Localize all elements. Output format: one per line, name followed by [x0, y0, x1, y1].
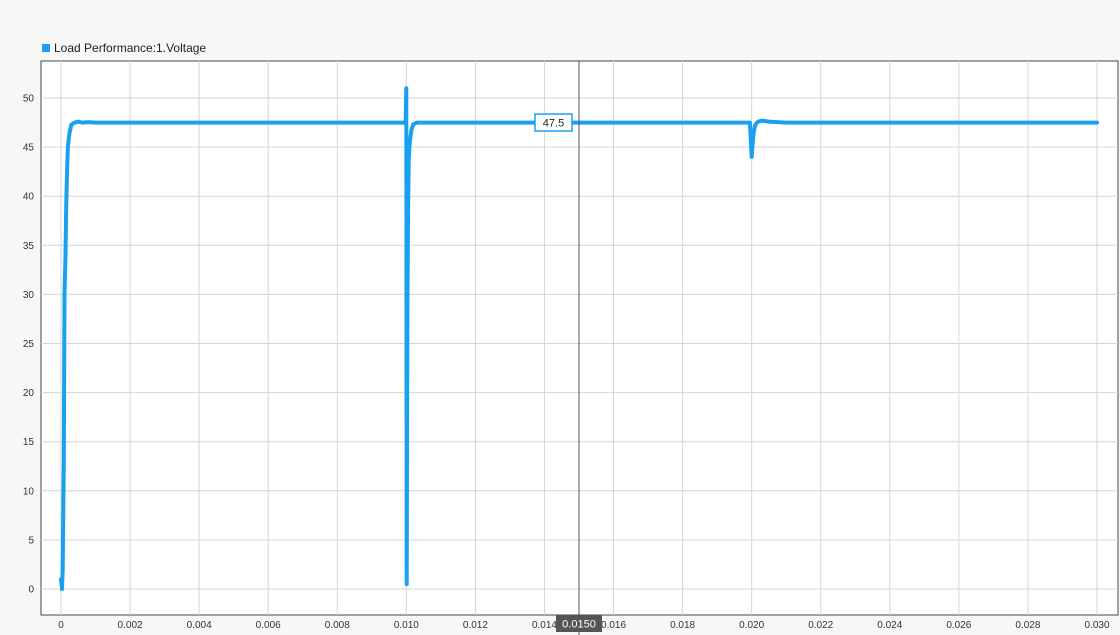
x-axis: 0 0.002 0.004 0.006 0.008 0.010 0.012 0.014 0.01…	[58, 620, 1110, 631]
y-axis: 0 5 10 15 20 25 30 35 40 45 50	[23, 94, 35, 596]
y-tick-label: 5	[28, 535, 34, 546]
y-tick-label: 15	[23, 437, 35, 448]
legend: Load Performance:1.Voltage	[42, 41, 206, 55]
cursor-value-label: 47.5	[543, 118, 564, 130]
x-tick-label: 0.016	[601, 620, 626, 631]
x-tick-label: 0	[58, 620, 64, 631]
x-tick-label: 0.010	[394, 620, 419, 631]
x-tick-label: 0.002	[118, 620, 143, 631]
x-tick-label: 0.014	[532, 620, 557, 631]
x-tick-label: 0.006	[256, 620, 281, 631]
x-tick-label: 0.012	[463, 620, 488, 631]
y-tick-label: 20	[23, 388, 35, 399]
cursor-x-label: 0.0150	[562, 619, 596, 631]
legend-label: Load Performance:1.Voltage	[54, 41, 207, 55]
x-tick-label: 0.022	[808, 620, 833, 631]
series-layer	[59, 86, 1099, 591]
x-tick-label: 0.008	[325, 620, 350, 631]
x-tick-label: 0.028	[1015, 620, 1040, 631]
cursor[interactable]: 0.0150 47.5	[534, 61, 602, 635]
series-line	[59, 86, 1099, 591]
y-tick-label: 40	[23, 192, 35, 203]
cursor-x-label-box	[556, 615, 602, 632]
y-tick-label: 25	[23, 339, 35, 350]
x-tick-label: 0.020	[739, 620, 764, 631]
x-tick-label: 0.024	[877, 620, 902, 631]
y-tick-label: 35	[23, 241, 35, 252]
x-tick-label: 0.018	[670, 620, 695, 631]
x-tick-label: 0.026	[946, 620, 971, 631]
x-tick-label: 0.030	[1084, 620, 1109, 631]
y-tick-label: 45	[23, 143, 35, 154]
y-tick-label: 30	[23, 290, 35, 301]
y-tick-label: 10	[23, 486, 35, 497]
y-tick-label: 0	[28, 585, 34, 596]
y-tick-label: 50	[23, 94, 35, 105]
cursor-value-box	[534, 113, 573, 132]
legend-swatch	[42, 44, 50, 52]
x-tick-label: 0.004	[187, 620, 212, 631]
